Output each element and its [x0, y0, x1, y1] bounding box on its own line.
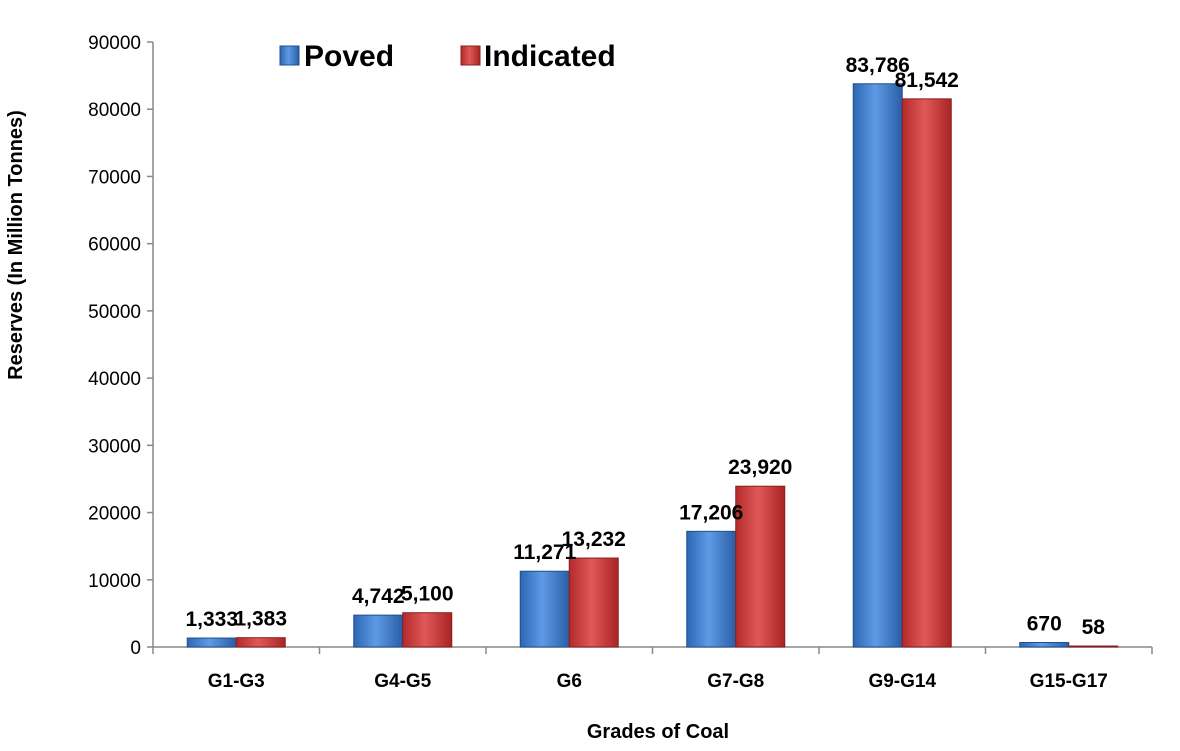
bar-poved-g15-g17 [1019, 641, 1070, 648]
category-label: G9-G14 [868, 671, 936, 692]
legend-swatch-indicated [460, 45, 481, 66]
y-tick-label: 60000 [88, 235, 141, 256]
data-label: 4,742 [352, 585, 405, 608]
bar-indicated-g9-g14 [901, 98, 952, 648]
data-label: 13,232 [562, 528, 626, 551]
x-ticks [152, 647, 1153, 654]
y-tick-label: 40000 [88, 369, 141, 390]
y-ticks: 0 10000 20000 30000 40000 50000 60000 70000 8000… [88, 33, 153, 659]
y-tick-label: 20000 [88, 504, 141, 525]
data-label: 83,786 [846, 54, 910, 77]
category-labels: G1-G3 G4-G5 G6 G7-G8 G9-G14 G15-G17 [208, 671, 1108, 692]
bar-indicated-g1-g3 [235, 637, 286, 648]
y-tick-label: 70000 [88, 167, 141, 188]
y-tick-label: 0 [130, 638, 141, 659]
y-tick-label: 30000 [88, 436, 141, 457]
bar-poved-g9-g14 [852, 83, 903, 648]
y-axis-title: Reserves (In Million Tonnes) [5, 110, 27, 380]
y-tick-label: 90000 [88, 33, 141, 54]
data-label: 1,383 [234, 608, 287, 631]
bar-indicated-g15-g17 [1068, 645, 1119, 648]
category-label: G4-G5 [374, 671, 431, 692]
legend-swatch-poved [279, 45, 300, 66]
bar-poved-g6 [519, 570, 570, 648]
data-label: 17,206 [679, 501, 743, 524]
bar-poved-g4-g5 [353, 614, 404, 648]
category-label: G1-G3 [208, 671, 265, 692]
bar-poved-g1-g3 [186, 637, 237, 648]
axes [152, 42, 1152, 648]
y-tick-label: 50000 [88, 302, 141, 323]
y-tick-label: 10000 [88, 571, 141, 592]
category-label: G6 [557, 671, 582, 692]
y-tick-label: 80000 [88, 100, 141, 121]
bar-indicated-g4-g5 [402, 612, 453, 648]
bar-poved-g7-g8 [686, 530, 737, 648]
bar-indicated-g6 [568, 557, 619, 648]
x-axis-title: Grades of Coal [587, 721, 729, 743]
data-label: 81,542 [895, 69, 959, 92]
data-label: 23,920 [728, 456, 792, 479]
data-label: 670 [1027, 612, 1062, 635]
data-label: 58 [1082, 616, 1106, 639]
legend-label-indicated: Indicated [484, 40, 616, 73]
category-label: G15-G17 [1030, 671, 1108, 692]
bar-indicated-g7-g8 [735, 485, 786, 648]
category-label: G7-G8 [707, 671, 764, 692]
data-label: 1,333 [185, 608, 238, 631]
legend: Poved Indicated [279, 40, 616, 73]
data-label: 11,271 [513, 541, 576, 564]
bars [186, 83, 1119, 648]
legend-label-poved: Poved [304, 40, 394, 73]
data-label: 5,100 [401, 583, 454, 606]
